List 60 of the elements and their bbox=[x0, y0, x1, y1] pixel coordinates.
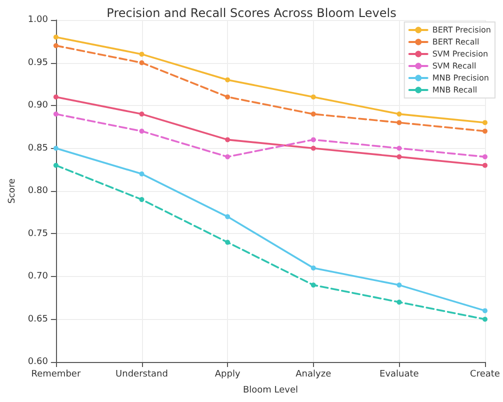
y-tick-label: 0.60 bbox=[28, 357, 48, 367]
legend-label: MNB Recall bbox=[432, 86, 478, 94]
point bbox=[310, 265, 316, 270]
point bbox=[396, 300, 402, 305]
point bbox=[53, 146, 58, 151]
y-tick-label: 0.70 bbox=[28, 272, 48, 282]
point bbox=[225, 154, 230, 160]
point bbox=[53, 43, 58, 48]
y-axis-title: Score bbox=[8, 178, 18, 204]
point bbox=[139, 171, 144, 176]
point bbox=[139, 60, 144, 66]
point bbox=[139, 128, 144, 134]
point bbox=[482, 316, 488, 322]
point bbox=[310, 112, 316, 117]
point bbox=[482, 162, 488, 168]
point bbox=[310, 282, 316, 288]
x-tick-label: Create bbox=[470, 370, 500, 380]
point bbox=[396, 282, 402, 288]
point bbox=[396, 146, 402, 151]
x-axis-title: Bloom Level bbox=[242, 386, 298, 396]
point bbox=[139, 197, 144, 202]
legend-label: SVM Precision bbox=[432, 50, 488, 58]
y-tick-label: 0.85 bbox=[28, 143, 48, 154]
chart-title: Precision and Recall Scores Across Bloom Levels bbox=[106, 6, 396, 20]
point bbox=[225, 240, 230, 245]
point bbox=[310, 94, 316, 100]
point bbox=[225, 137, 230, 142]
point bbox=[225, 94, 230, 100]
legend-label: BERT Recall bbox=[432, 38, 480, 46]
legend-label: SVM Recall bbox=[432, 62, 476, 70]
point bbox=[53, 112, 58, 117]
y-tick-label: 1.00 bbox=[28, 15, 48, 25]
point bbox=[225, 214, 230, 220]
point bbox=[53, 34, 58, 40]
y-tick-label: 0.65 bbox=[28, 314, 48, 324]
point bbox=[482, 120, 488, 126]
legend-label: MNB Precision bbox=[432, 74, 489, 82]
point bbox=[310, 137, 316, 142]
point bbox=[225, 77, 230, 82]
point bbox=[53, 162, 58, 168]
point bbox=[396, 112, 402, 117]
x-tick-label: Remember bbox=[31, 370, 81, 380]
y-tick-label: 0.90 bbox=[28, 100, 48, 110]
y-tick-label: 0.75 bbox=[28, 228, 48, 239]
point bbox=[482, 308, 488, 314]
y-tick-label: 0.80 bbox=[28, 186, 48, 196]
x-tick-label: Apply bbox=[214, 370, 241, 380]
point bbox=[482, 154, 488, 160]
point bbox=[396, 120, 402, 126]
point bbox=[396, 154, 402, 160]
point bbox=[139, 52, 144, 57]
x-tick-label: Understand bbox=[116, 370, 168, 380]
point bbox=[53, 94, 58, 100]
x-tick-label: Analyze bbox=[296, 370, 332, 380]
point bbox=[139, 112, 144, 117]
y-tick-label: 0.95 bbox=[28, 58, 48, 68]
x-tick-label: Evaluate bbox=[380, 370, 420, 380]
legend-label: BERT Precision bbox=[432, 26, 492, 34]
point bbox=[482, 128, 488, 134]
point bbox=[310, 146, 316, 151]
